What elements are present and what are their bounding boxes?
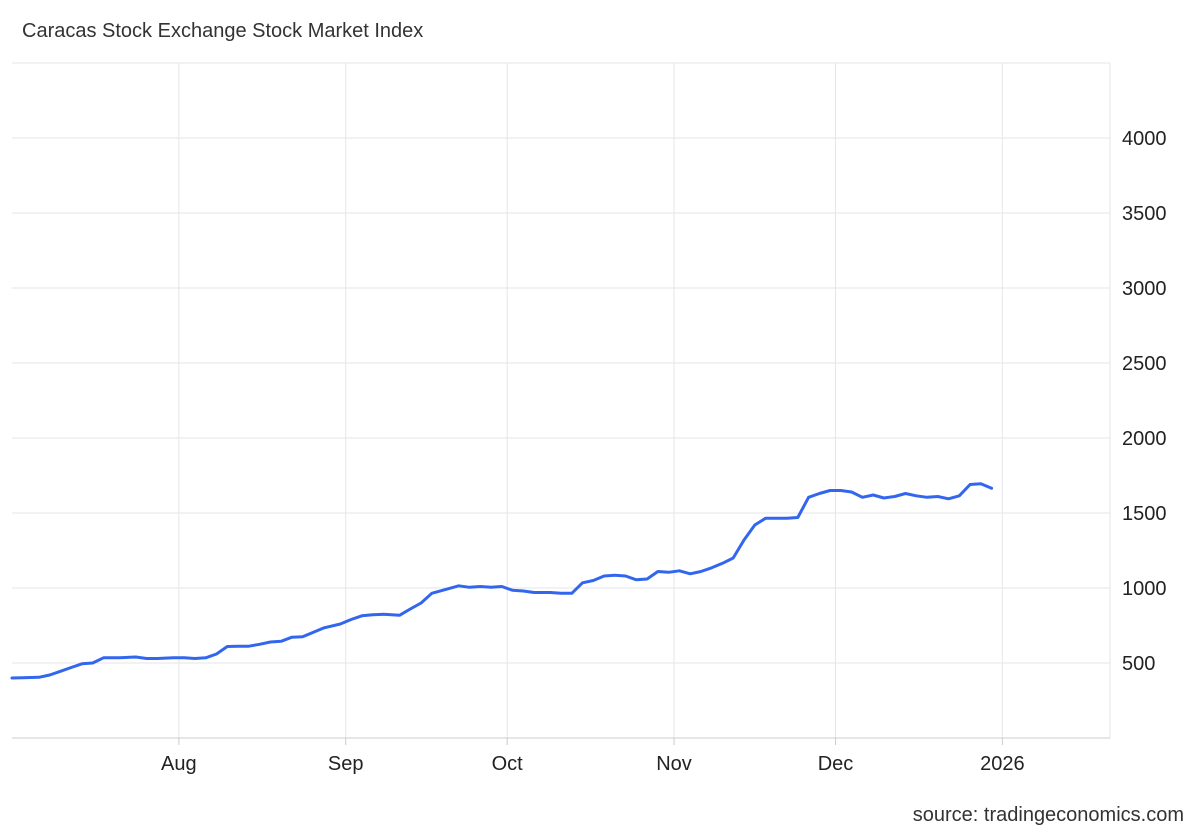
y-tick-label-2000: 2000 — [1122, 428, 1167, 450]
y-tick-label-2500: 2500 — [1122, 353, 1167, 375]
x-tick-label-dec: Dec — [818, 753, 854, 775]
y-tick-label-3000: 3000 — [1122, 278, 1167, 300]
y-tick-label-1000: 1000 — [1122, 578, 1167, 600]
series-line-1 — [10, 482, 994, 680]
x-tick-label-2026: 2026 — [980, 753, 1025, 775]
grid-layer — [12, 62, 1111, 738]
series-layer — [10, 482, 994, 680]
source-note: source: tradingeconomics.com — [912, 804, 1184, 826]
y-tick-label-500: 500 — [1122, 653, 1155, 675]
x-tick-label-aug: Aug — [161, 753, 197, 775]
x-tick-label-sep: Sep — [328, 753, 364, 775]
y-tick-label-1500: 1500 — [1122, 503, 1167, 525]
y-tick-label-4000: 4000 — [1122, 128, 1167, 150]
x-tick-label-oct: Oct — [492, 753, 524, 775]
axis-layer: 500 1000 1500 2000 2500 3000 3500 4000 Aug Sep Oct… — [12, 128, 1167, 775]
y-tick-label-3500: 3500 — [1122, 203, 1167, 225]
chart-title: Caracas Stock Exchange Stock Market Inde… — [22, 20, 424, 42]
x-tick-label-nov: Nov — [656, 753, 692, 775]
